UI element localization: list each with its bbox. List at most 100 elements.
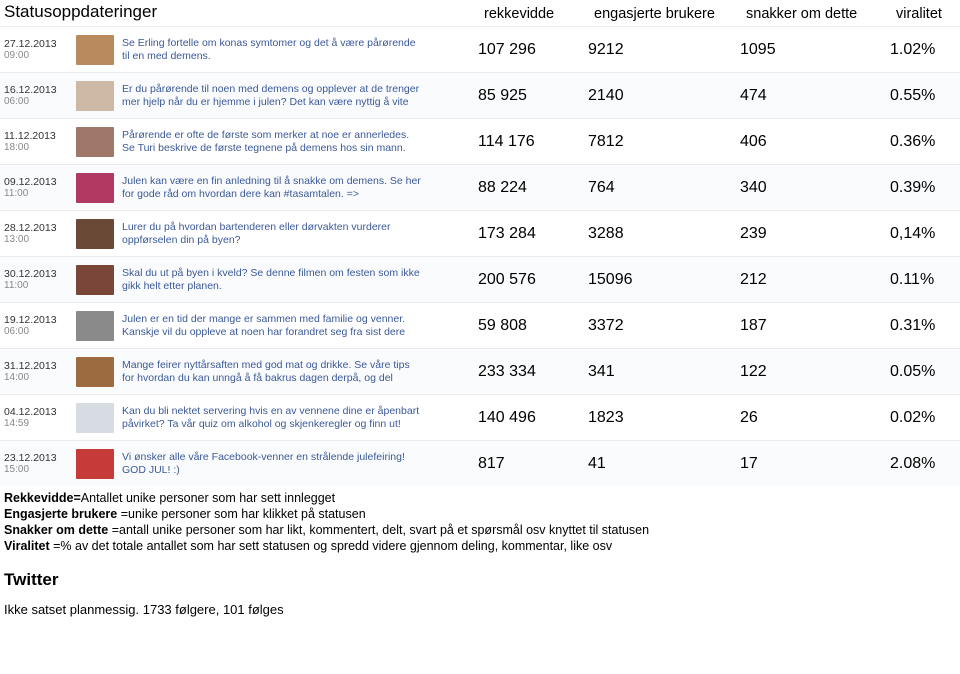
- post-thumbnail: [76, 265, 114, 295]
- post-text: Mange feirer nyttårsaften med god mat og…: [122, 359, 478, 385]
- post-text-line: Lurer du på hvordan bartenderen eller dø…: [122, 221, 470, 234]
- cell-reach: 200 576: [478, 271, 588, 289]
- def-reach: Rekkevidde=Antallet unike personer som h…: [4, 490, 954, 506]
- table-body: 27.12.201309:00 Se Erling fortelle om kon…: [0, 26, 960, 486]
- cell-talking: 340: [740, 179, 890, 197]
- post-text-line: Kanskje vil du oppleve at noen har foran…: [122, 326, 470, 339]
- table-row: 27.12.201309:00 Se Erling fortelle om kon…: [0, 26, 960, 72]
- cell-engaged: 2140: [588, 87, 740, 105]
- table-row: 16.12.201306:00 Er du pårørende til noen …: [0, 72, 960, 118]
- twitter-heading: Twitter: [0, 556, 960, 592]
- definitions-block: Rekkevidde=Antallet unike personer som h…: [0, 486, 960, 556]
- cell-engaged: 7812: [588, 133, 740, 151]
- def-virality: Viralitet =% av det totale antallet som …: [4, 538, 954, 554]
- cell-talking: 239: [740, 225, 890, 243]
- table-row: 04.12.201314:59Kan du bli nektet serveri…: [0, 394, 960, 440]
- cell-virality: 0.36%: [890, 133, 950, 151]
- post-thumbnail: [76, 449, 114, 479]
- cell-talking: 406: [740, 133, 890, 151]
- date-cell: 23.12.201315:00: [4, 452, 76, 476]
- cell-talking: 122: [740, 363, 890, 381]
- post-date: 23.12.2013: [4, 452, 76, 464]
- post-time: 14:59: [4, 418, 76, 430]
- post-text-line: for hvordan du kan unngå å få bakrus dag…: [122, 372, 470, 385]
- cell-talking: 212: [740, 271, 890, 289]
- cell-virality: 0.39%: [890, 179, 950, 197]
- post-text: Se Erling fortelle om konas symtomer og …: [122, 37, 478, 63]
- date-cell: 19.12.201306:00: [4, 314, 76, 338]
- table-row: 11.12.201318:00 Pårørende er ofte de førs…: [0, 118, 960, 164]
- date-cell: 16.12.201306:00: [4, 84, 76, 108]
- post-text-line: gikk helt etter planen.: [122, 280, 470, 293]
- date-cell: 28.12.201313:00: [4, 222, 76, 246]
- post-text: Pårørende er ofte de første som merker a…: [122, 129, 478, 155]
- cell-reach: 173 284: [478, 225, 588, 243]
- cell-engaged: 341: [588, 363, 740, 381]
- post-text-line: oppførselen din på byen?: [122, 234, 470, 247]
- post-time: 09:00: [4, 50, 76, 62]
- cell-virality: 1.02%: [890, 41, 950, 59]
- cell-reach: 140 496: [478, 409, 588, 427]
- def-talking: Snakker om dette =antall unike personer …: [4, 522, 954, 538]
- post-text-line: påvirket? Ta vår quiz om alkohol og skje…: [122, 418, 470, 431]
- cell-engaged: 3372: [588, 317, 740, 335]
- post-text-line: Se Erling fortelle om konas symtomer og …: [122, 37, 470, 50]
- cell-reach: 59 808: [478, 317, 588, 335]
- post-date: 16.12.2013: [4, 84, 76, 96]
- post-time: 11:00: [4, 188, 76, 200]
- post-time: 06:00: [4, 96, 76, 108]
- post-text-line: Er du pårørende til noen med demens og o…: [122, 83, 470, 96]
- cell-reach: 817: [478, 455, 588, 473]
- cell-engaged: 15096: [588, 271, 740, 289]
- twitter-text: Ikke satset planmessig. 1733 følgere, 10…: [0, 592, 960, 617]
- post-text: Julen kan være en fin anledning til å sn…: [122, 175, 478, 201]
- post-thumbnail: [76, 357, 114, 387]
- cell-engaged: 1823: [588, 409, 740, 427]
- post-thumbnail: [76, 35, 114, 65]
- header-talking: snakker om dette: [746, 6, 896, 22]
- table-row: 30.12.201311:00Skal du ut på byen i kvel…: [0, 256, 960, 302]
- table-row: 19.12.201306:00Julen er en tid der mange…: [0, 302, 960, 348]
- date-cell: 31.12.201314:00: [4, 360, 76, 384]
- post-time: 18:00: [4, 142, 76, 154]
- cell-virality: 0.05%: [890, 363, 950, 381]
- stats-table: Statusoppdateringer rekkevidde engasjert…: [0, 0, 960, 486]
- post-text-line: Julen kan være en fin anledning til å sn…: [122, 175, 470, 188]
- post-text: Lurer du på hvordan bartenderen eller dø…: [122, 221, 478, 247]
- cell-virality: 0.55%: [890, 87, 950, 105]
- post-text-line: mer hjelp når du er hjemme i julen? Det …: [122, 96, 470, 109]
- cell-reach: 233 334: [478, 363, 588, 381]
- cell-engaged: 41: [588, 455, 740, 473]
- table-row: 09.12.201311:00Julen kan være en fin anl…: [0, 164, 960, 210]
- post-text: Er du pårørende til noen med demens og o…: [122, 83, 478, 109]
- post-text-line: Se Turi beskrive de første tegnene på de…: [122, 142, 470, 155]
- post-thumbnail: [76, 403, 114, 433]
- post-time: 13:00: [4, 234, 76, 246]
- header-virality: viralitet: [896, 6, 956, 22]
- cell-virality: 0.02%: [890, 409, 950, 427]
- cell-talking: 26: [740, 409, 890, 427]
- cell-talking: 187: [740, 317, 890, 335]
- table-header-row: Statusoppdateringer rekkevidde engasjert…: [0, 0, 960, 26]
- header-engaged: engasjerte brukere: [594, 6, 746, 22]
- post-thumbnail: [76, 81, 114, 111]
- cell-virality: 0.11%: [890, 271, 950, 289]
- date-cell: 27.12.201309:00: [4, 38, 76, 62]
- header-reach: rekkevidde: [484, 6, 594, 22]
- cell-virality: 0.31%: [890, 317, 950, 335]
- cell-engaged: 764: [588, 179, 740, 197]
- post-text-line: Kan du bli nektet servering hvis en av v…: [122, 405, 470, 418]
- post-text-line: til en med demens.: [122, 50, 470, 63]
- post-text-line: Mange feirer nyttårsaften med god mat og…: [122, 359, 470, 372]
- date-cell: 11.12.201318:00: [4, 130, 76, 154]
- post-text: Vi ønsker alle våre Facebook-venner en s…: [122, 451, 478, 477]
- post-text-line: for gode råd om hvordan dere kan #tasamt…: [122, 188, 470, 201]
- post-date: 27.12.2013: [4, 38, 76, 50]
- post-date: 19.12.2013: [4, 314, 76, 326]
- post-time: 15:00: [4, 464, 76, 476]
- post-date: 28.12.2013: [4, 222, 76, 234]
- cell-engaged: 9212: [588, 41, 740, 59]
- post-text-line: Vi ønsker alle våre Facebook-venner en s…: [122, 451, 470, 464]
- cell-virality: 0,14%: [890, 225, 950, 243]
- date-cell: 30.12.201311:00: [4, 268, 76, 292]
